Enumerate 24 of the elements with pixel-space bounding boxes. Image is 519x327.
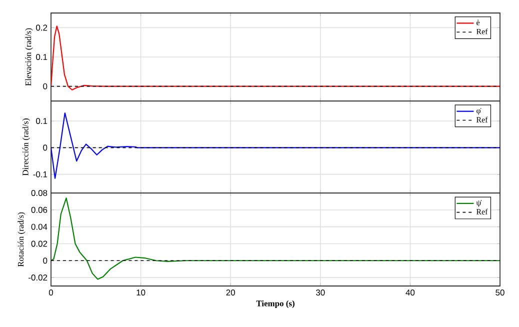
y-tick-label: 0.02 xyxy=(31,240,48,247)
y-tick-label: 0.1 xyxy=(36,118,48,124)
y-axis-title: Dirección (rad/s) xyxy=(22,118,30,176)
x-tick-label: 30 xyxy=(316,290,325,296)
x-tick-label: 20 xyxy=(226,290,235,296)
y-tick-label: 0.2 xyxy=(36,24,48,31)
y-tick-label: 0.06 xyxy=(31,206,48,213)
y-axis-title: Elevación (rad/s) xyxy=(25,28,33,86)
line-series xyxy=(51,26,500,90)
y-tick-label: 0 xyxy=(43,258,48,264)
y-axis-title: Rotación (rad/s) xyxy=(18,212,26,267)
y-tick-label: 0 xyxy=(43,83,48,90)
x-tick-label: 40 xyxy=(406,290,415,296)
y-tick-label: 0.08 xyxy=(31,190,48,196)
y-tick-label: 0 xyxy=(43,144,48,151)
y-tick-label: -0.02 xyxy=(28,274,48,281)
y-tick-label: -0.1 xyxy=(33,171,48,178)
y-tick-label: 0.04 xyxy=(31,224,48,230)
x-axis-title: Tiempo (s) xyxy=(256,300,294,308)
x-tick-label: 50 xyxy=(496,290,504,296)
x-tick-label: 10 xyxy=(136,290,146,296)
line-series xyxy=(51,198,500,280)
x-tick-label: 0 xyxy=(48,290,54,296)
y-tick-label: 0.1 xyxy=(36,54,48,60)
